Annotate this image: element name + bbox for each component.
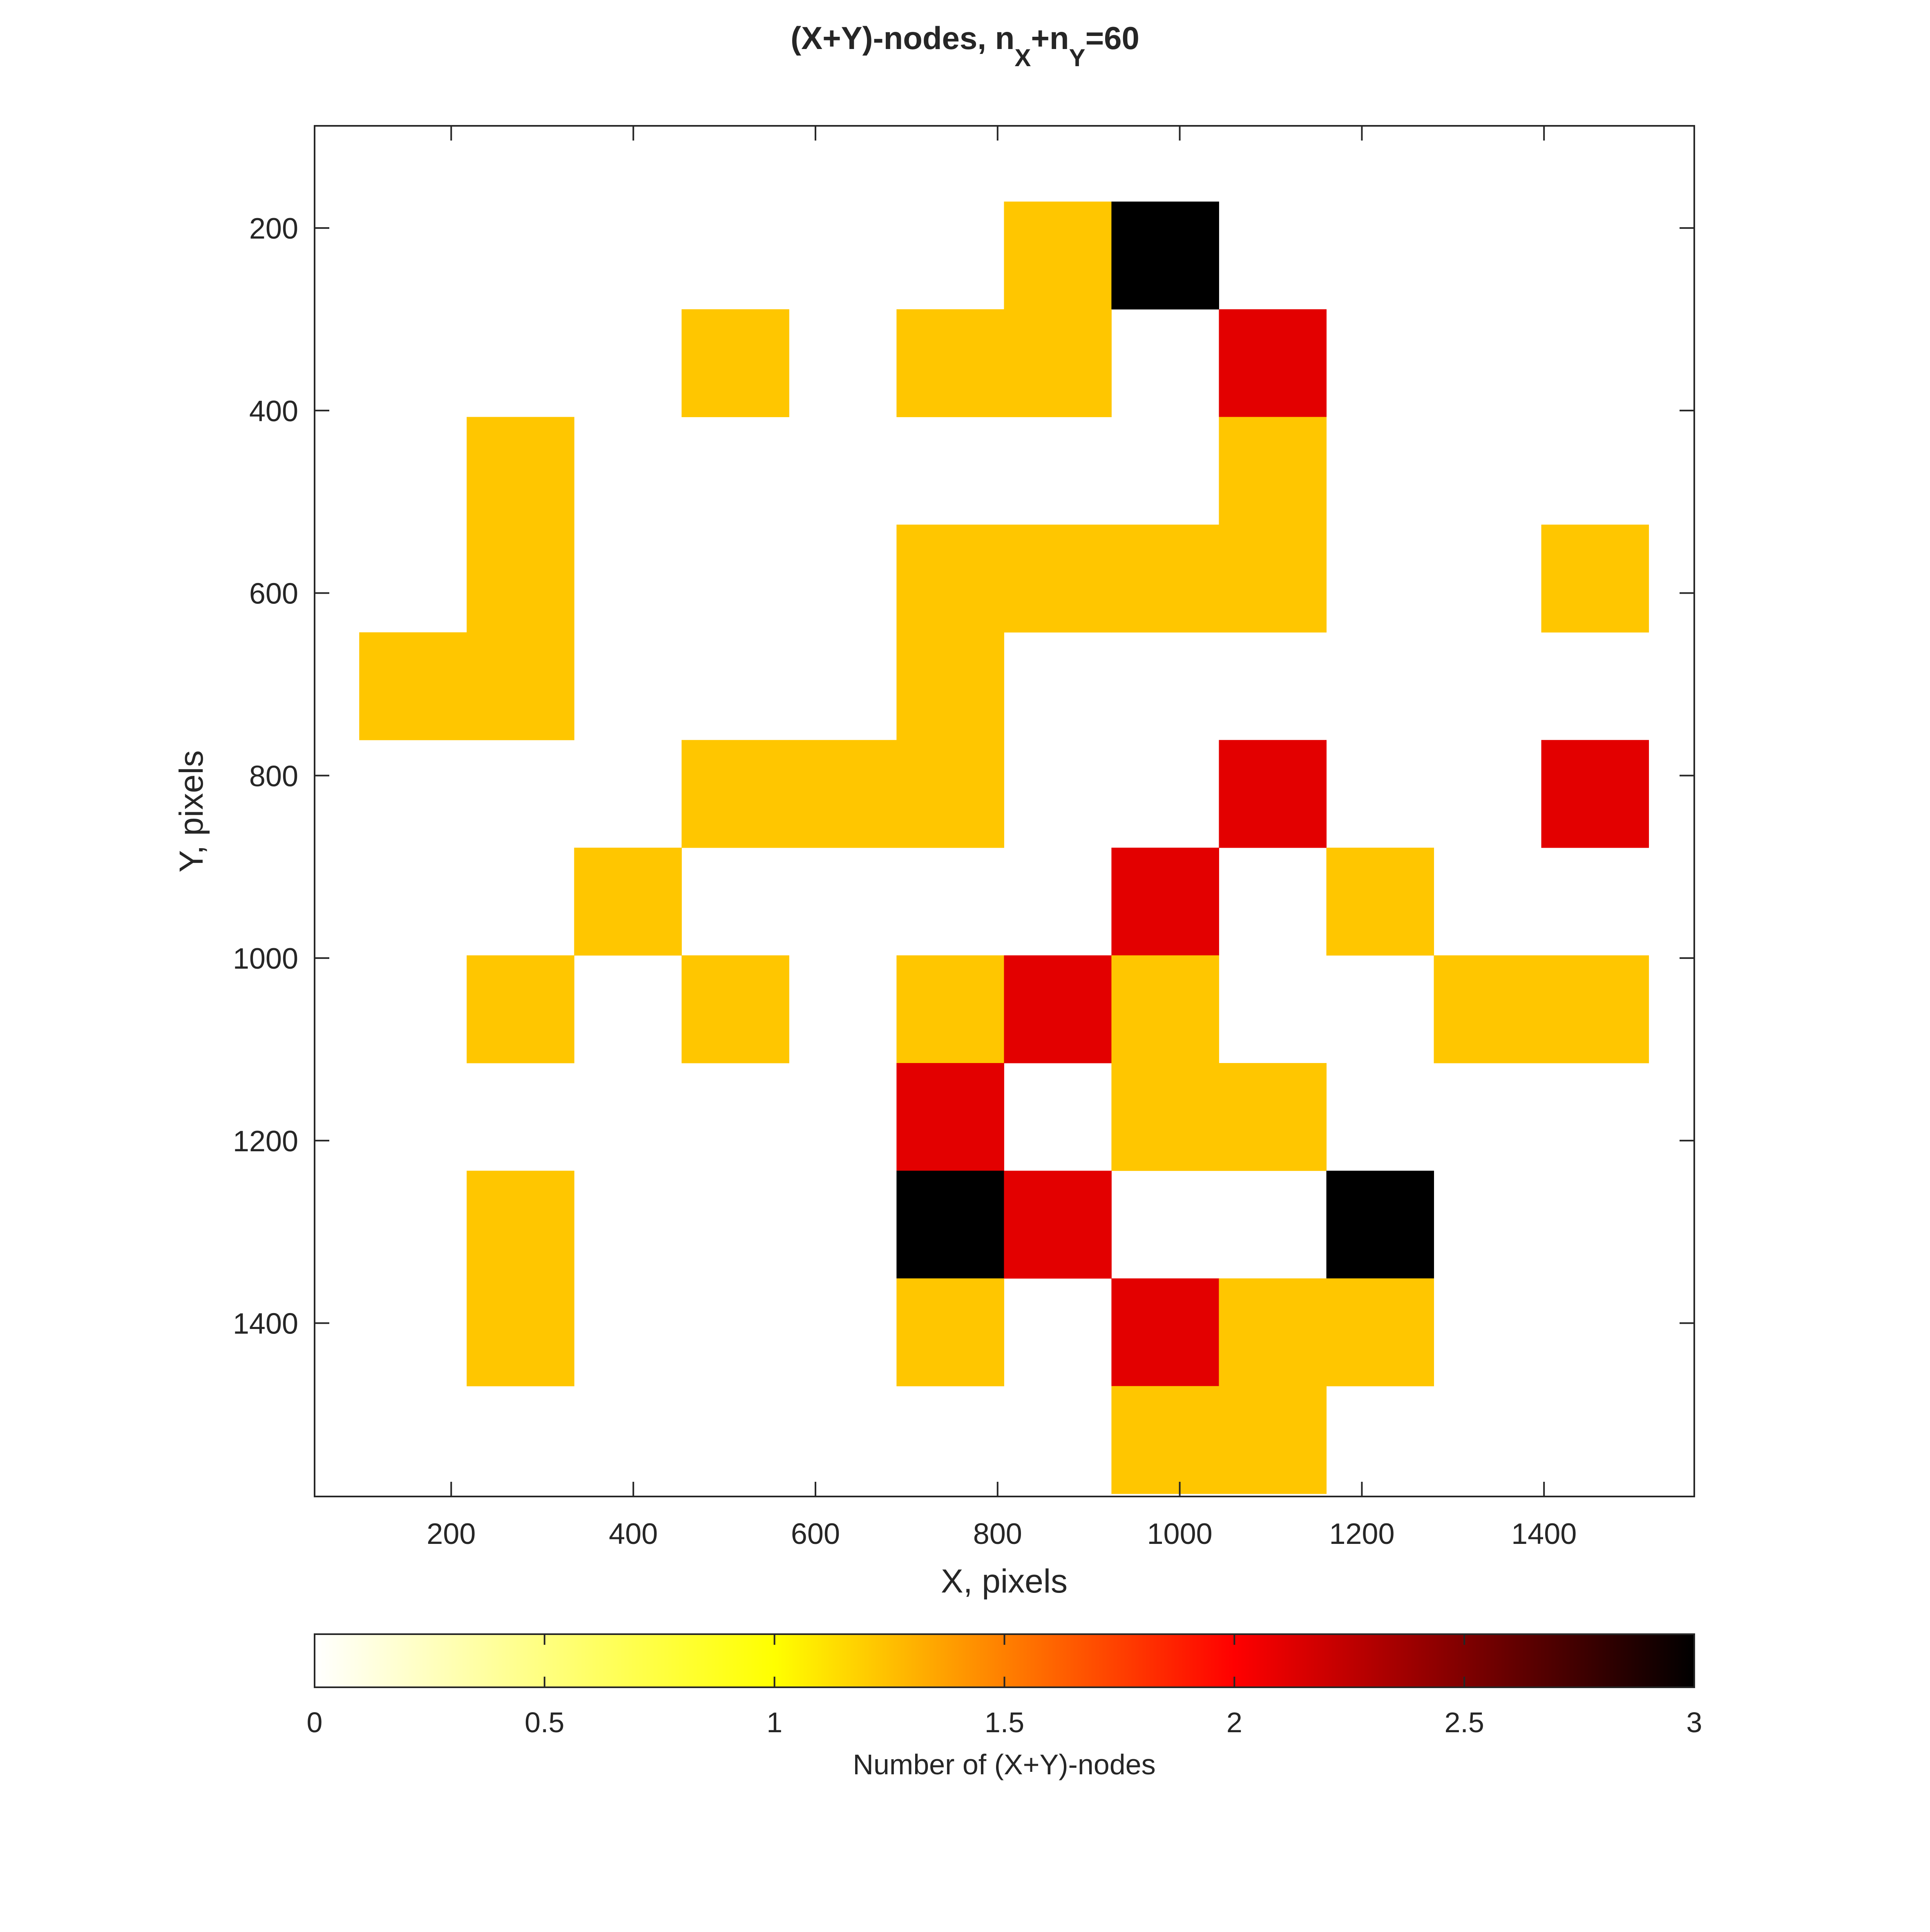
heatmap-cell [1541, 525, 1649, 633]
heatmap-cell [1219, 740, 1327, 848]
heatmap-cell [789, 740, 897, 848]
colorbar-tick-label: 0 [307, 1706, 323, 1738]
heatmap-cell [467, 525, 574, 633]
heatmap-cell [1004, 955, 1112, 1063]
heatmap-cell [1111, 201, 1219, 310]
x-tick-label: 600 [791, 1518, 840, 1550]
x-axis-ticks: 200 400 600 800 1000 1200 1400 [427, 126, 1577, 1550]
heatmap-cell [681, 740, 789, 848]
colorbar-tick-label: 0.5 [525, 1706, 564, 1738]
y-tick-label: 800 [249, 760, 298, 793]
heatmap-cell [1326, 847, 1434, 956]
y-axis-ticks: 200 400 600 800 1000 1200 1400 [233, 212, 1694, 1340]
heatmap-cells [359, 201, 1649, 1494]
heatmap-cell [1541, 955, 1649, 1063]
heatmap-cell [1219, 1386, 1327, 1494]
heatmap-cell [1219, 1278, 1327, 1387]
plot-frame [314, 125, 1695, 1497]
x-tick-label: 1400 [1511, 1518, 1577, 1550]
heatmap-cell [1004, 201, 1112, 310]
colorbar-tick-label: 2.5 [1445, 1706, 1484, 1738]
heatmap-cell [1111, 847, 1219, 956]
heatmap-cell [896, 740, 1004, 848]
heatmap-cell [681, 309, 789, 418]
y-tick-label: 1200 [233, 1125, 298, 1158]
heatmap-cell [1219, 417, 1327, 525]
x-tick-label: 800 [973, 1518, 1022, 1550]
x-tick-label: 200 [427, 1518, 476, 1550]
y-tick-label: 400 [249, 395, 298, 428]
heatmap-cell [1326, 1278, 1434, 1387]
heatmap-cell [1111, 525, 1219, 633]
y-tick-label: 600 [249, 578, 298, 610]
chart-title: (X+Y)-nodes, nX+nY=60 [791, 20, 1139, 71]
heatmap-cell [1219, 309, 1327, 418]
y-tick-label: 1400 [233, 1308, 298, 1340]
heatmap-cell [1111, 1278, 1219, 1387]
heatmap-cell [1541, 740, 1649, 848]
heatmap-cell [467, 417, 574, 525]
colorbar-tick-label: 1.5 [985, 1706, 1024, 1738]
y-tick-label: 200 [249, 212, 298, 245]
colorbar-tick-label: 2 [1226, 1706, 1242, 1738]
heatmap-cell [1111, 1063, 1219, 1171]
colorbar-ticks: 0 0.5 1 1.5 2 2.5 3 [307, 1634, 1702, 1738]
heatmap-cell [896, 1170, 1004, 1279]
heatmap-cell [574, 847, 682, 956]
heatmap-cell [896, 1063, 1004, 1171]
heatmap-cell [1004, 309, 1112, 418]
x-tick-label: 1200 [1329, 1518, 1394, 1550]
heatmap-cell [467, 632, 574, 740]
y-axis-label: Y, pixels [173, 750, 210, 872]
x-tick-label: 1000 [1147, 1518, 1213, 1550]
heatmap-cell [896, 525, 1004, 633]
heatmap-cell [1326, 1170, 1434, 1279]
heatmap-cell [467, 955, 574, 1063]
heatmap-cell [896, 632, 1004, 740]
heatmap-cell [896, 1278, 1004, 1387]
heatmap-cell [1004, 1170, 1112, 1279]
heatmap-cell [896, 955, 1004, 1063]
heatmap-cell [1111, 955, 1219, 1063]
heatmap-cell [1219, 525, 1327, 633]
heatmap-cell [467, 1170, 574, 1279]
x-axis-label: X, pixels [941, 1563, 1068, 1600]
heatmap-cell [1004, 525, 1112, 633]
heatmap-cell [896, 309, 1004, 418]
heatmap-cell [1111, 1386, 1219, 1494]
colorbar-tick-label: 1 [766, 1706, 782, 1738]
x-tick-label: 400 [609, 1518, 658, 1550]
heatmap-cell [467, 1278, 574, 1387]
colorbar-tick-label: 3 [1687, 1706, 1702, 1738]
heatmap-cell [681, 955, 789, 1063]
heatmap-cell [1219, 1063, 1327, 1171]
heatmap-cell [1434, 955, 1542, 1063]
y-tick-label: 1000 [233, 943, 298, 975]
colorbar-label: Number of (X+Y)-nodes [853, 1749, 1155, 1780]
heatmap-cell [359, 632, 467, 740]
